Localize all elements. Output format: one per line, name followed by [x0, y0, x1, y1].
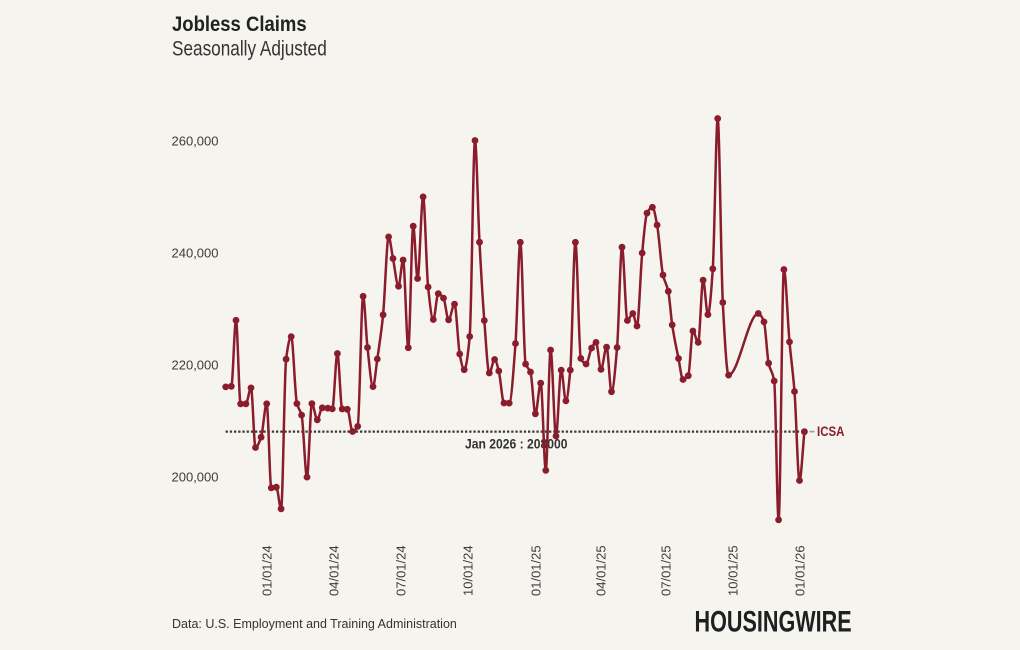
svg-text:01/01/25: 01/01/25 [529, 545, 544, 596]
svg-text:HOUSINGWIRE: HOUSINGWIRE [695, 604, 852, 638]
svg-text:Data: U.S. Employment and Trai: Data: U.S. Employment and Training Admin… [172, 617, 457, 631]
svg-text:200,000: 200,000 [172, 470, 219, 485]
svg-text:01/01/24: 01/01/24 [260, 545, 275, 596]
svg-text:Seasonally Adjusted: Seasonally Adjusted [172, 37, 327, 61]
svg-text:Jan 2026 : 208000: Jan 2026 : 208000 [465, 436, 568, 452]
svg-text:07/01/24: 07/01/24 [394, 545, 409, 596]
svg-text:07/01/25: 07/01/25 [659, 545, 674, 596]
svg-text:01/01/26: 01/01/26 [793, 545, 808, 596]
svg-text:260,000: 260,000 [172, 134, 219, 149]
svg-text:10/01/24: 10/01/24 [461, 545, 476, 596]
svg-text:220,000: 220,000 [172, 358, 219, 373]
svg-text:Jobless Claims: Jobless Claims [172, 13, 307, 37]
svg-text:04/01/25: 04/01/25 [594, 545, 609, 596]
svg-text:ICSA: ICSA [817, 423, 844, 439]
svg-text:10/01/25: 10/01/25 [726, 545, 741, 596]
svg-text:04/01/24: 04/01/24 [327, 545, 342, 596]
svg-text:240,000: 240,000 [172, 246, 219, 261]
